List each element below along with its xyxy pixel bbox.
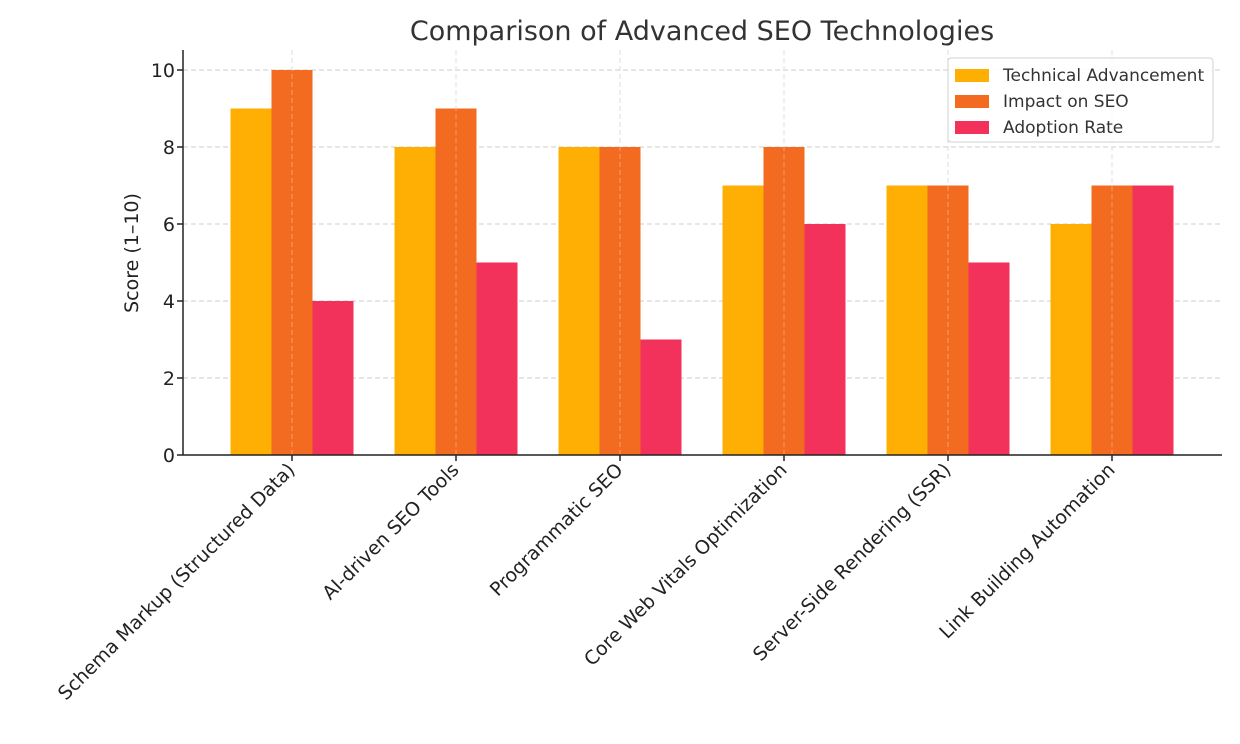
- bar-impact-on-seo: [435, 108, 477, 455]
- legend: Technical Advancement Impact on SEO Adopti…: [947, 57, 1214, 143]
- bar-adoption-rate: [968, 262, 1010, 455]
- x-tick-label: Programmatic SEO: [486, 459, 628, 601]
- legend-label-adoption-rate: Adoption Rate: [1003, 118, 1123, 138]
- y-axis-label: Score (1–10): [121, 193, 143, 313]
- bar-impact-on-seo: [927, 185, 969, 455]
- legend-box: [947, 57, 1214, 143]
- bar-impact-on-seo: [271, 70, 313, 455]
- y-tick-label: 8: [163, 137, 175, 159]
- bar-adoption-rate: [312, 301, 354, 455]
- chart-title: Comparison of Advanced SEO Technologies: [410, 16, 994, 47]
- bar-technical-advancement: [886, 185, 928, 455]
- bars: [230, 50, 1174, 455]
- legend-swatch-impact-on-seo: [955, 95, 989, 108]
- bar-impact-on-seo: [599, 147, 641, 455]
- bar-technical-advancement: [394, 147, 436, 455]
- bar-technical-advancement: [1050, 224, 1092, 455]
- legend-label-technical-advancement: Technical Advancement: [1002, 66, 1204, 86]
- bar-technical-advancement: [722, 185, 764, 455]
- y-tick-label: 10: [151, 60, 175, 82]
- x-tick-label: Link Building Automation: [935, 459, 1119, 643]
- axes: [182, 50, 1222, 456]
- bar-adoption-rate: [476, 262, 518, 455]
- y-tick-label: 6: [163, 214, 175, 236]
- bar-adoption-rate: [640, 339, 682, 455]
- bar-impact-on-seo: [1091, 185, 1133, 455]
- bar-technical-advancement: [230, 108, 272, 455]
- x-axis-ticks: Schema Markup (Structured Data) AI-driven…: [54, 455, 1120, 705]
- bar-adoption-rate: [1132, 185, 1174, 455]
- bar-impact-on-seo: [763, 147, 805, 455]
- legend-swatch-adoption-rate: [955, 121, 989, 134]
- bar-technical-advancement: [558, 147, 600, 455]
- y-axis-ticks: 0 2 4 6 8 10: [151, 60, 183, 467]
- x-tick-label: Schema Markup (Structured Data): [54, 459, 300, 705]
- legend-label-impact-on-seo: Impact on SEO: [1003, 92, 1129, 112]
- y-tick-label: 4: [163, 291, 175, 313]
- legend-swatch-technical-advancement: [955, 69, 989, 82]
- y-tick-label: 2: [163, 368, 175, 390]
- bar-adoption-rate: [804, 224, 846, 455]
- x-tick-label: Server-Side Rendering (SSR): [749, 459, 956, 666]
- y-tick-label: 0: [163, 445, 175, 467]
- x-tick-label: AI-driven SEO Tools: [318, 459, 463, 604]
